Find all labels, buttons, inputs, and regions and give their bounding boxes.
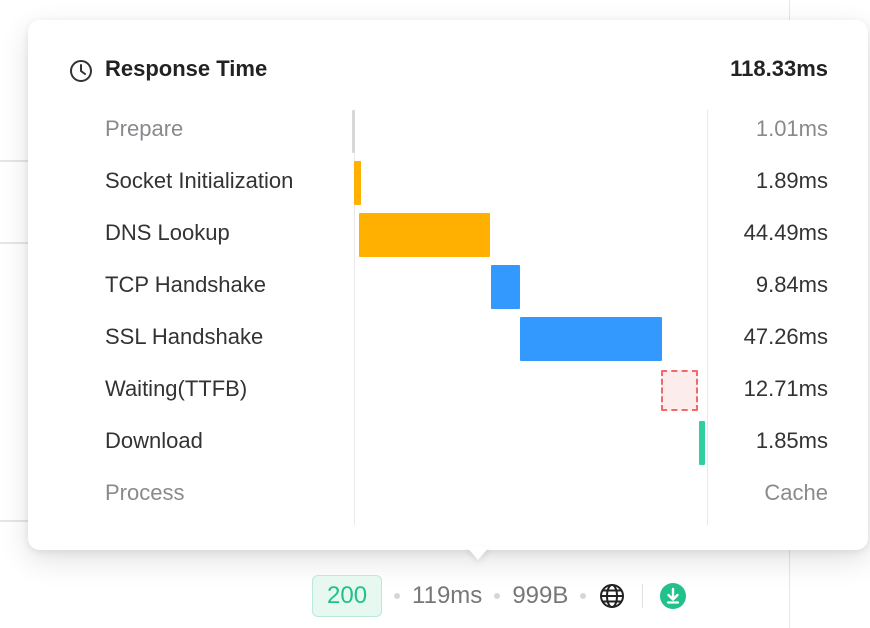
separator-dot <box>494 593 501 599</box>
timing-row-tcp-handshake: TCP Handshake 9.84ms <box>28 259 868 311</box>
timing-row-download: Download 1.85ms <box>28 415 868 467</box>
row-value: 1.85ms <box>755 428 828 453</box>
row-value: 44.49ms <box>743 220 828 245</box>
timing-bar-ssl-handshake <box>520 317 662 361</box>
timing-row-waiting-ttfb: Waiting(TTFB) 12.71ms <box>28 363 868 415</box>
row-label: TCP Handshake <box>105 272 267 297</box>
timeline-end-divider <box>707 110 708 525</box>
timing-row-dns-lookup: DNS Lookup 44.49ms <box>28 207 868 259</box>
timing-bar-download <box>699 421 705 465</box>
timing-bar-dns-lookup <box>359 213 490 257</box>
status-code-badge: 200 <box>312 575 383 617</box>
prepare-marker <box>352 110 355 153</box>
response-time-title: Response Time <box>105 56 268 81</box>
separator-dot <box>394 593 401 599</box>
globe-icon[interactable] <box>598 582 626 610</box>
row-label: Socket Initialization <box>105 168 294 193</box>
popover-caret <box>466 546 490 560</box>
response-time-stat[interactable]: 119ms <box>412 582 483 609</box>
row-value: 1.89ms <box>755 168 828 193</box>
timing-row-prepare: Prepare 1.01ms <box>28 103 868 155</box>
separator-dot <box>580 593 587 599</box>
response-time-popover: Response Time 118.33ms Prepare 1.01ms So… <box>28 20 868 550</box>
popover-header: Response Time 118.33ms <box>28 20 868 120</box>
timeline-start-divider <box>354 110 355 525</box>
timing-rows: Prepare 1.01ms Socket Initialization 1.8… <box>28 103 868 533</box>
download-icon[interactable] <box>659 582 687 610</box>
row-label: SSL Handshake <box>105 324 264 349</box>
row-label: DNS Lookup <box>105 220 230 245</box>
row-value: 9.84ms <box>755 272 828 297</box>
timing-row-process: Process Cache <box>28 467 868 519</box>
row-label: Download <box>105 428 203 453</box>
response-time-total: 118.33ms <box>730 56 828 81</box>
timing-bar-tcp-handshake <box>491 265 520 309</box>
row-label: Process <box>105 480 185 505</box>
row-label: Waiting(TTFB) <box>105 376 248 401</box>
row-label: Prepare <box>105 116 184 141</box>
row-value: 12.71ms <box>743 376 828 401</box>
timing-row-ssl-handshake: SSL Handshake 47.26ms <box>28 311 868 363</box>
row-value: Cache <box>764 480 828 505</box>
response-size-stat[interactable]: 999B <box>512 582 569 609</box>
response-status-bar: 200 119ms 999B <box>312 574 687 618</box>
timing-bar-waiting-ttfb <box>661 370 698 411</box>
timing-bar-socket-initialization <box>354 161 361 205</box>
timing-row-socket-initialization: Socket Initialization 1.89ms <box>28 155 868 207</box>
row-value: 1.01ms <box>755 116 828 141</box>
clock-icon <box>70 60 92 82</box>
row-value: 47.26ms <box>743 324 828 349</box>
status-separator <box>642 584 644 608</box>
